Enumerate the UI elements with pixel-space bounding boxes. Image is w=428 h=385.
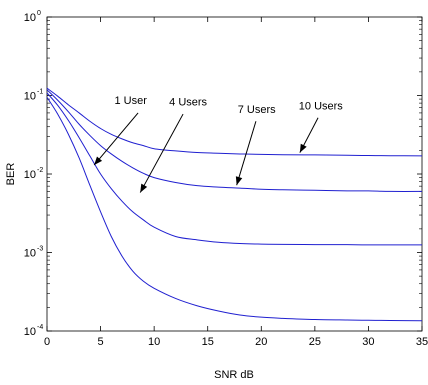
annotations: 1 User 4 Users 7 Users 10 Users [93,95,344,193]
series-line-1 [46,87,423,157]
y-tick-exponent: 0 [37,10,41,17]
plot-area [46,16,423,332]
series-line-4 [46,96,423,322]
annotation-arrowhead [94,156,103,166]
y-tick-exponent: -4 [37,324,43,331]
x-tick-label: 35 [416,336,428,348]
annotation-arrow-line [93,112,139,166]
y-tick-exponent: -2 [37,167,43,174]
annotation-label: 1 User [115,95,148,107]
series-line-2 [46,89,423,192]
annotation-arrow-line [236,121,257,186]
x-tick-label: 0 [44,336,50,348]
x-tick-label: 5 [98,336,104,348]
y-tick-label: 10 [24,91,36,103]
x-tick-label: 10 [148,336,160,348]
annotation-arrow-line [139,113,184,193]
y-tick-label: 10 [24,169,36,181]
x-tick-label: 30 [362,336,374,348]
annotation-label: 4 Users [169,96,207,108]
x-tick-label: 15 [202,336,214,348]
y-tick-exponent: -1 [37,89,43,96]
x-axis-title: SNR dB [214,369,254,381]
x-axis: 0 5 10 15 20 25 30 35 [44,17,428,348]
x-tick-label: 25 [309,336,321,348]
annotation-arrowhead [235,176,243,186]
annotation-label: 7 Users [238,104,276,116]
series-lines [46,87,423,322]
y-tick-label: 10 [24,248,36,260]
y-axis-title: BER [5,163,17,186]
annotation-arrowhead [299,143,307,153]
series-line-3 [46,92,422,246]
x-tick-label: 20 [255,336,267,348]
y-tick-exponent: -3 [37,246,43,253]
annotation-arrowhead [140,183,148,193]
y-tick-label: 10 [24,12,36,24]
annotation-label: 10 Users [299,101,344,113]
y-tick-label: 10 [24,326,36,338]
